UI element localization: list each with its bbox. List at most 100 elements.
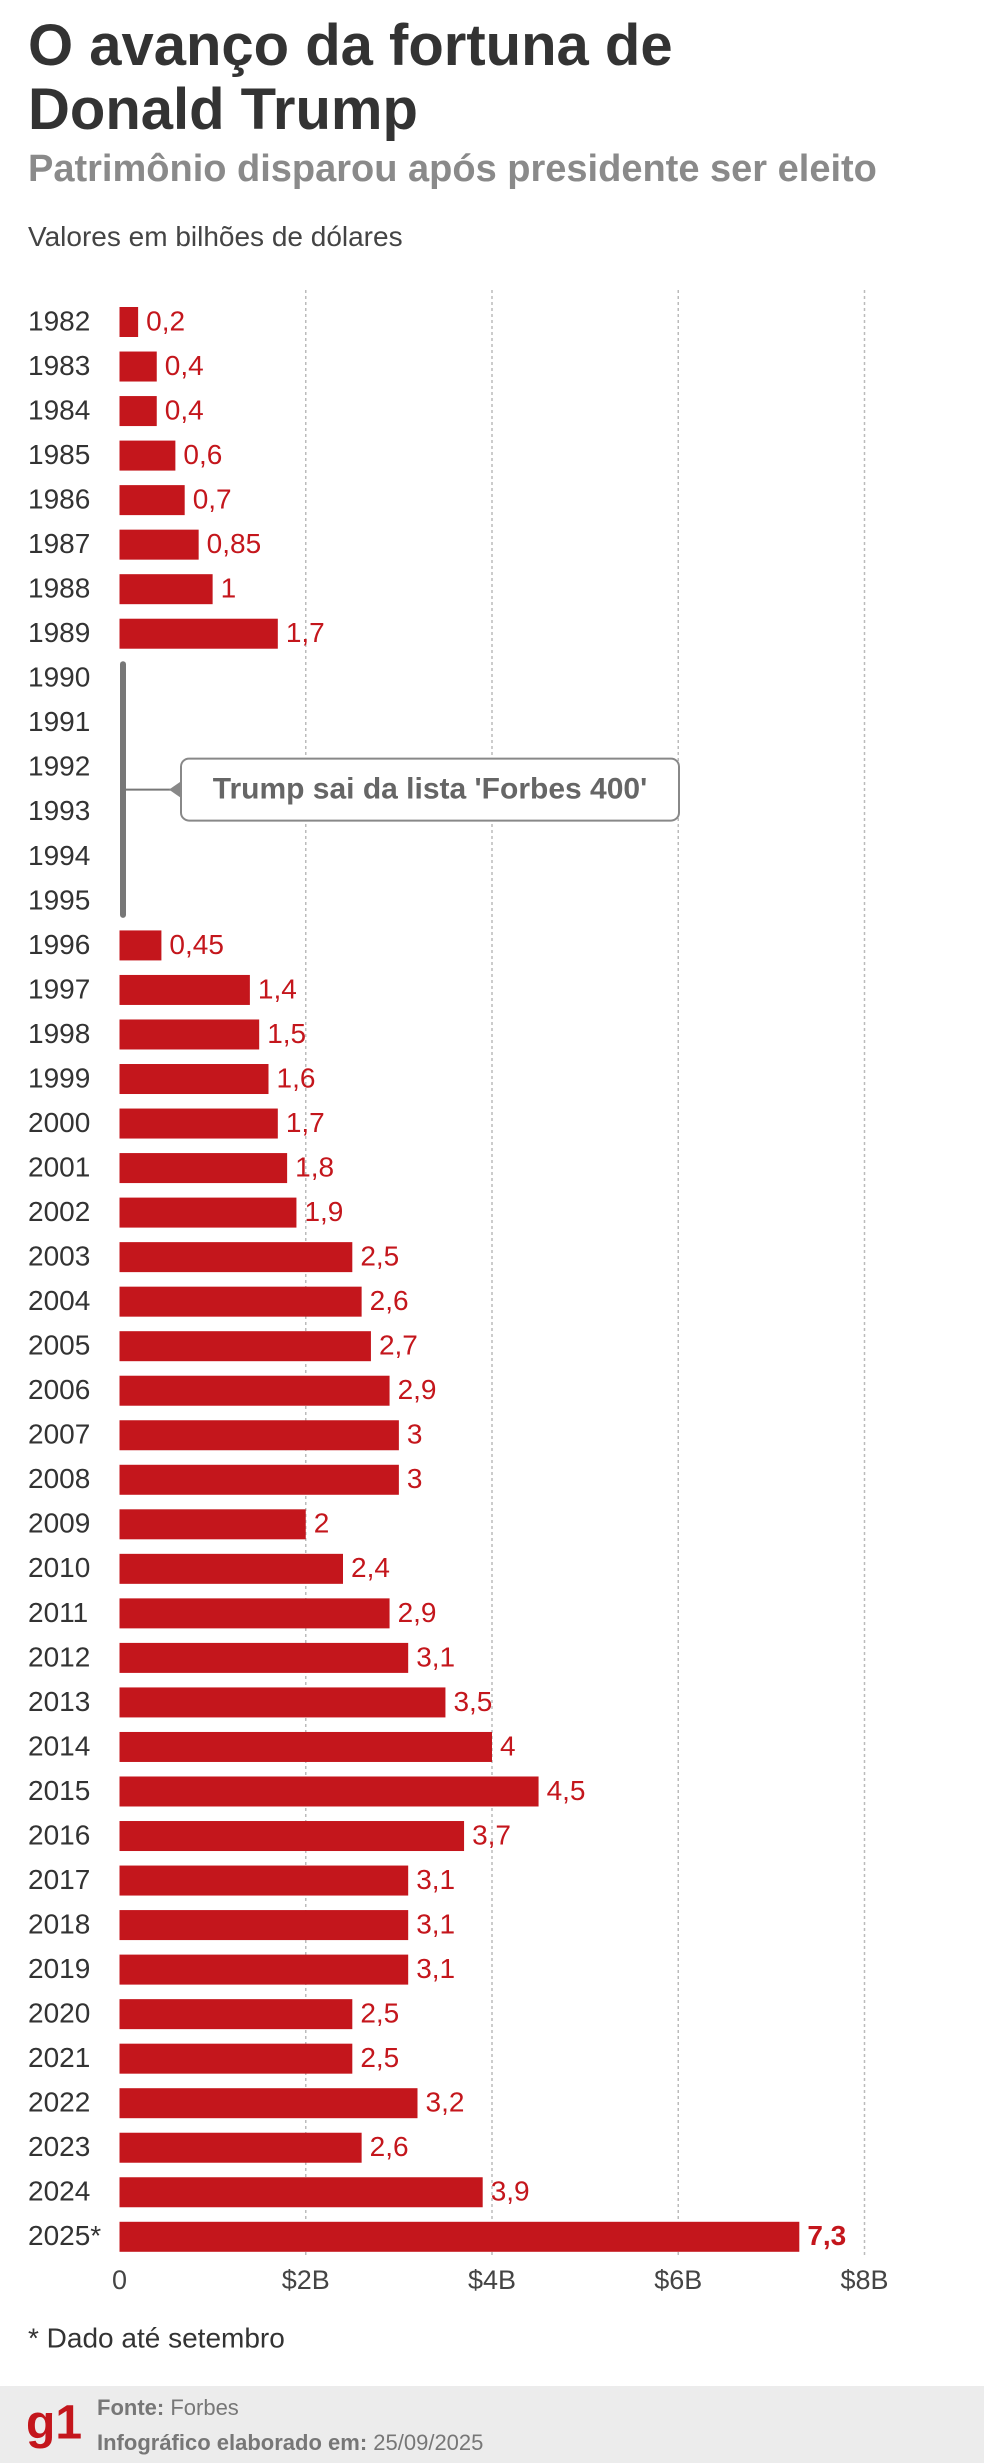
y-tick-label: 2014 — [28, 1730, 90, 1761]
y-tick-label: 1985 — [28, 439, 90, 470]
y-tick-label: 2017 — [28, 1864, 90, 1895]
value-label: 1,5 — [267, 1018, 306, 1049]
y-tick-label: 1994 — [28, 840, 90, 871]
bar — [119, 930, 162, 961]
source: Fonte: Forbes — [97, 2395, 239, 2420]
value-label: 2,5 — [360, 1998, 399, 2029]
bar — [119, 1865, 409, 1896]
value-label: 0,45 — [169, 929, 224, 960]
value-label: 0,6 — [183, 439, 222, 470]
y-tick-label: 1983 — [28, 350, 90, 381]
value-label: 2,5 — [360, 1241, 399, 1272]
bar — [119, 1286, 362, 1317]
y-tick-label: 1988 — [28, 573, 90, 604]
annotation: Trump sai da lista 'Forbes 400' — [213, 772, 647, 805]
bar — [119, 2132, 362, 2163]
units-label: Valores em bilhões de dólares — [28, 221, 403, 252]
value-label: 3 — [407, 1463, 423, 1494]
value-label: 1,8 — [295, 1151, 334, 1182]
y-tick-label: 1990 — [28, 662, 90, 693]
y-tick-label: 1986 — [28, 484, 90, 515]
value-label: 2,7 — [379, 1330, 418, 1361]
value-label: 2,5 — [360, 2042, 399, 2073]
x-tick-label: $4B — [468, 2265, 516, 2295]
footnote: * Dado até setembro — [28, 2322, 285, 2353]
bar — [119, 351, 157, 382]
date-value: 25/09/2025 — [373, 2430, 483, 2455]
bar — [119, 1598, 390, 1629]
y-tick-label: 2020 — [28, 1998, 90, 2029]
y-tick-label: 2009 — [28, 1508, 90, 1539]
y-tick-label: 2015 — [28, 1775, 90, 1806]
bar — [119, 1776, 539, 1807]
y-tick-label: 2004 — [28, 1285, 90, 1316]
bar — [119, 1999, 353, 2030]
y-tick-label: 2008 — [28, 1463, 90, 1494]
y-tick-label: 2013 — [28, 1686, 90, 1717]
y-tick-label: 2010 — [28, 1552, 90, 1583]
y-tick-label: 2019 — [28, 1953, 90, 1984]
y-tick-label: 2022 — [28, 2087, 90, 2118]
value-label: 0,4 — [165, 350, 204, 381]
chart-title: O avanço da fortuna de Donald Trump — [28, 13, 673, 142]
y-tick-label: 1984 — [28, 394, 90, 425]
value-label: 1 — [221, 573, 237, 604]
value-label: 3,1 — [416, 1864, 455, 1895]
bar — [119, 1197, 297, 1228]
bar — [119, 1153, 288, 1184]
value-label: 2,4 — [351, 1552, 390, 1583]
bar — [119, 1242, 353, 1273]
bar — [119, 1642, 409, 1673]
bar — [119, 1019, 260, 1050]
y-tick-label: 2005 — [28, 1330, 90, 1361]
bar — [119, 1687, 446, 1718]
y-tick-label: 2006 — [28, 1374, 90, 1405]
bar — [119, 529, 199, 560]
y-tick-label: 2007 — [28, 1419, 90, 1450]
value-label: 3,7 — [472, 1819, 511, 1850]
y-tick-label: 2016 — [28, 1819, 90, 1850]
y-tick-label: 1991 — [28, 706, 90, 737]
bar — [119, 974, 250, 1005]
bar — [119, 1420, 399, 1451]
y-tick-label: 2012 — [28, 1641, 90, 1672]
bar — [119, 1910, 409, 1941]
value-label: 3,1 — [416, 1908, 455, 1939]
y-tick-label: 2021 — [28, 2042, 90, 2073]
x-tick-label: $8B — [840, 2265, 888, 2295]
date-label: Infográfico elaborado em: — [97, 2430, 367, 2455]
value-label: 1,6 — [277, 1062, 316, 1093]
y-tick-label: 2025* — [28, 2220, 101, 2251]
value-label: 2,9 — [398, 1374, 437, 1405]
y-tick-label: 1998 — [28, 1018, 90, 1049]
bar — [119, 1375, 390, 1406]
value-label: 1,4 — [258, 973, 297, 1004]
bar — [119, 574, 213, 605]
value-label: 1,7 — [286, 617, 325, 648]
y-tick-label: 1996 — [28, 929, 90, 960]
y-tick-label: 1982 — [28, 305, 90, 336]
y-tick-label: 1999 — [28, 1062, 90, 1093]
value-label: 3,1 — [416, 1641, 455, 1672]
bar — [119, 1731, 492, 1762]
y-tick-label: 2023 — [28, 2131, 90, 2162]
value-label: 0,4 — [165, 394, 204, 425]
bar — [119, 440, 176, 471]
y-tick-label: 1997 — [28, 973, 90, 1004]
y-tick-label: 1992 — [28, 751, 90, 782]
bar — [119, 1464, 399, 1495]
bar — [119, 1509, 306, 1540]
bar — [119, 1064, 269, 1095]
y-tick-label: 1987 — [28, 528, 90, 559]
bar — [119, 396, 157, 427]
bar — [119, 307, 139, 337]
logo: g1 — [26, 2397, 82, 2450]
value-label: 2,6 — [370, 1285, 409, 1316]
y-tick-label: 1993 — [28, 795, 90, 826]
value-label: 3 — [407, 1419, 423, 1450]
y-tick-label: 1989 — [28, 617, 90, 648]
y-tick-label: 2018 — [28, 1908, 90, 1939]
bar — [119, 2221, 800, 2252]
bar — [119, 618, 278, 649]
